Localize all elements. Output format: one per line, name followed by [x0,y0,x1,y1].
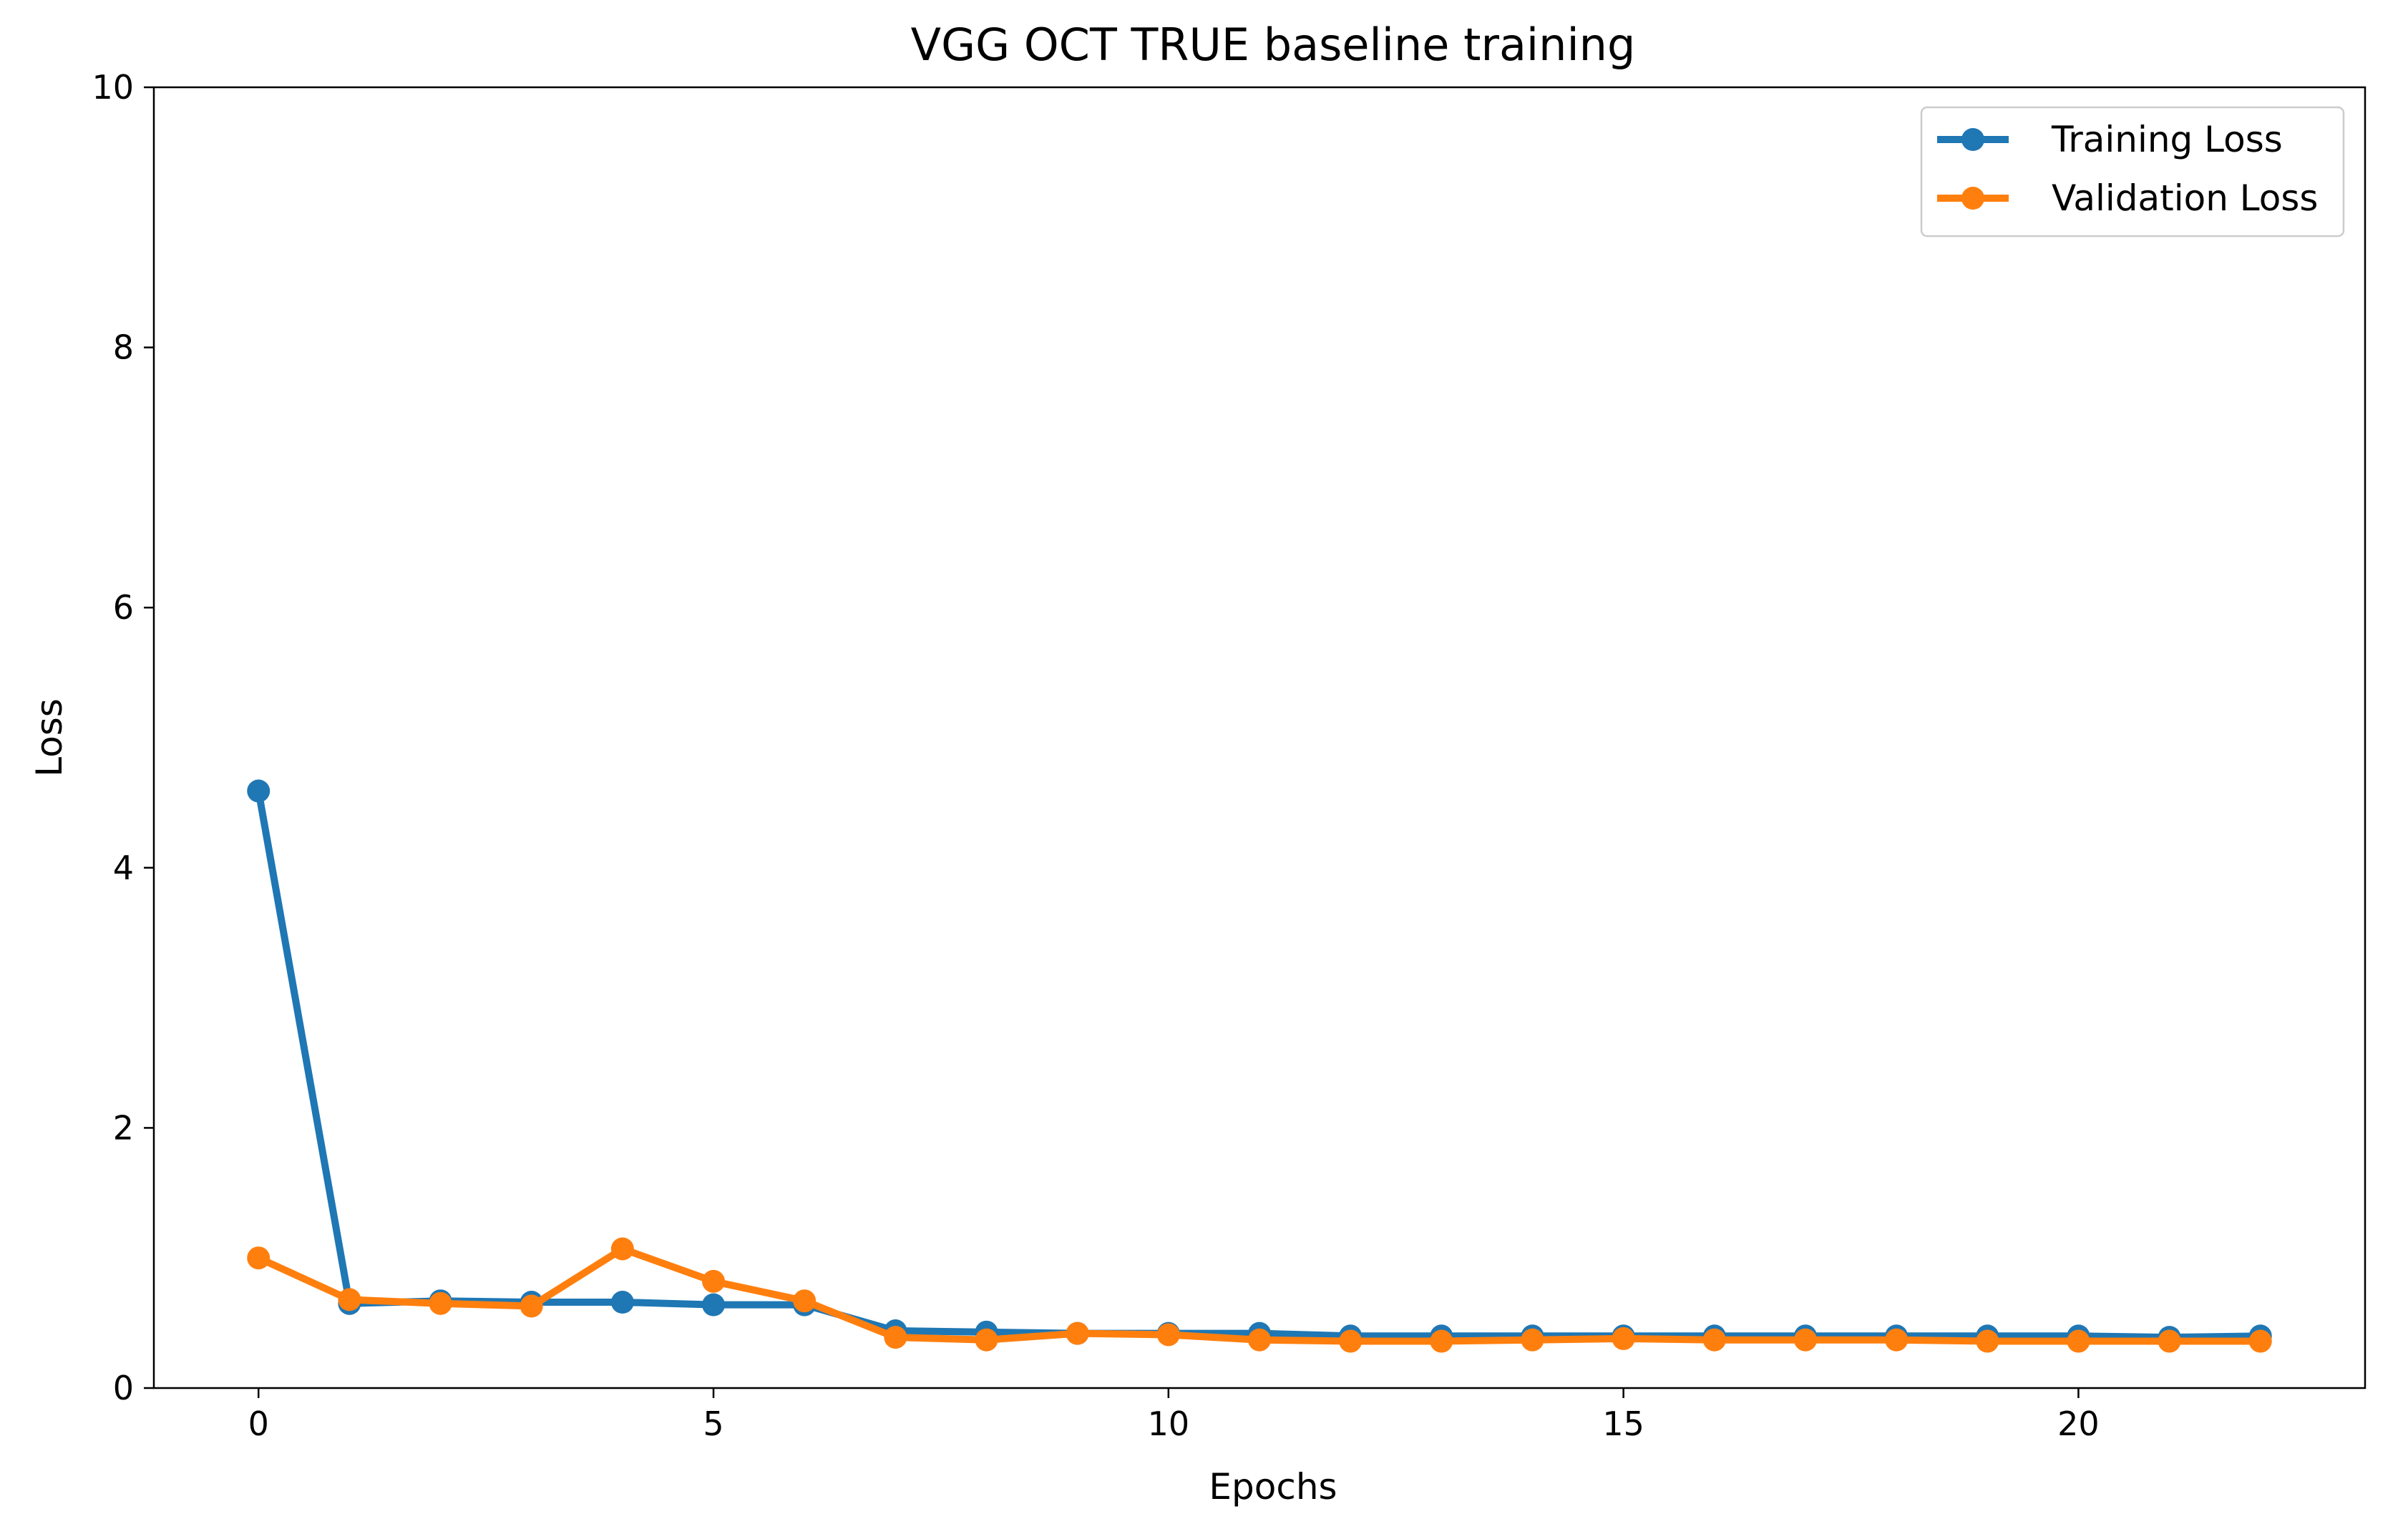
y-tick-label: 8 [113,328,134,367]
x-tick-label: 0 [248,1404,269,1443]
data-point-validation-loss [1612,1327,1635,1350]
y-tick-label: 2 [113,1108,134,1147]
data-point-validation-loss [338,1288,361,1311]
x-tick-label: 20 [2057,1404,2100,1443]
legend-label-validation-loss: Validation Loss [2052,177,2318,219]
data-point-validation-loss [884,1326,907,1349]
legend-marker-training-loss [1961,128,1984,151]
data-point-validation-loss [1793,1328,1817,1352]
data-point-validation-loss [1248,1328,1271,1352]
series-validation-loss [247,1237,2272,1353]
data-point-validation-loss [247,1246,270,1270]
data-point-validation-loss [975,1328,998,1352]
x-tick-label: 10 [1148,1404,1190,1443]
legend: Training Loss Validation Loss [1920,106,2345,238]
chart-title: VGG OCT TRUE baseline training [911,19,1636,71]
data-point-validation-loss [1430,1329,1453,1353]
data-point-validation-loss [1976,1329,1999,1353]
data-point-validation-loss [520,1294,543,1318]
data-point-validation-loss [1885,1328,1909,1352]
x-tick-label: 15 [1602,1404,1644,1443]
data-point-validation-loss [1702,1328,1726,1352]
x-axis-title: Epochs [1209,1466,1337,1508]
legend-box [1920,106,2345,238]
legend-label-training-loss: Training Loss [2051,119,2283,160]
data-point-validation-loss [610,1237,634,1261]
y-tick-label: 0 [113,1369,134,1407]
data-point-validation-loss [702,1269,726,1293]
data-point-validation-loss [793,1289,817,1313]
data-point-validation-loss [1521,1328,1544,1352]
data-point-validation-loss [2158,1329,2181,1353]
data-point-training-loss [247,779,270,803]
y-tick-label: 4 [113,849,134,887]
y-tick-label: 10 [92,68,134,107]
legend-marker-validation-loss [1961,187,1984,210]
plot-frame [152,86,2366,1389]
x-tick-label: 5 [703,1404,723,1443]
data-point-validation-loss [429,1291,452,1315]
data-point-validation-loss [2248,1329,2272,1353]
y-tick-label: 6 [113,588,134,627]
axes-layer: 0 5 10 15 20 0 2 4 6 8 10 [92,68,2099,1443]
y-axis-title: Loss [29,698,70,777]
data-point-validation-loss [1156,1323,1180,1347]
data-point-validation-loss [1066,1322,1089,1345]
data-point-training-loss [610,1291,634,1314]
series-layer [247,779,2272,1353]
data-point-training-loss [702,1293,726,1316]
data-point-validation-loss [1339,1329,1363,1353]
data-point-validation-loss [2067,1329,2090,1353]
